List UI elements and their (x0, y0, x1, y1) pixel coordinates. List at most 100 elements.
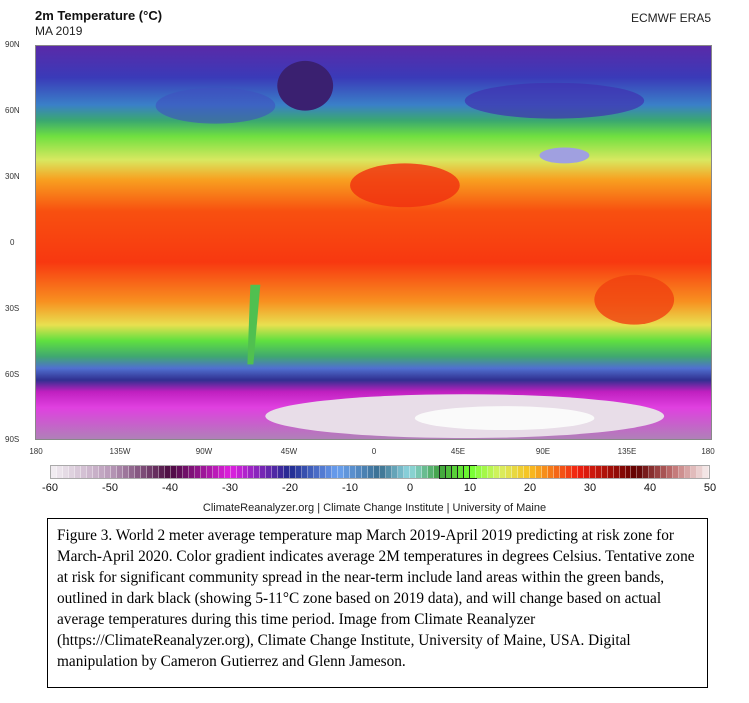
color-scale-cell (350, 466, 357, 478)
color-scale-cell (625, 466, 632, 478)
color-scale-cell (499, 466, 506, 478)
color-scale-cell (444, 465, 453, 479)
color-scale-cell (583, 466, 590, 478)
lat-label: 30S (5, 304, 20, 313)
color-scale-cell (601, 466, 608, 478)
color-scale-cell (547, 466, 554, 478)
color-scale-cell (697, 466, 704, 478)
map-title: 2m Temperature (°C) (35, 8, 163, 23)
color-scale-cell (428, 466, 434, 478)
color-scale-cell (320, 466, 327, 478)
color-scale-cell (679, 466, 686, 478)
color-scale-cell (68, 466, 75, 478)
temperature-map (35, 45, 712, 440)
color-scale-cell (398, 466, 405, 478)
color-scale-cell (434, 466, 440, 478)
color-scale-cell (326, 466, 333, 478)
color-scale-cell (655, 466, 662, 478)
color-scale-cell (661, 466, 668, 478)
color-scale-cell (212, 466, 219, 478)
color-scale-cell (332, 466, 339, 478)
lon-label: 45W (280, 447, 298, 456)
color-scale-cell (224, 466, 231, 478)
color-scale-tick-label: -40 (162, 482, 178, 494)
color-scale-cell (673, 466, 680, 478)
color-scale-cell (200, 466, 207, 478)
color-scale-cell (380, 466, 387, 478)
color-scale-cell (468, 465, 477, 479)
color-scale-cell (481, 466, 488, 478)
lon-label: 135W (109, 447, 131, 456)
color-scale-cell (523, 466, 530, 478)
color-scale-cell (559, 466, 566, 478)
color-scale-bar (50, 465, 710, 479)
color-scale-cell (140, 466, 147, 478)
color-scale-cell (511, 466, 518, 478)
color-scale-cell (296, 466, 303, 478)
color-scale-cell (589, 466, 596, 478)
color-scale-cell (80, 466, 87, 478)
color-scale-tick-label: 0 (406, 482, 414, 494)
color-scale-cell (386, 466, 393, 478)
color-scale-cell (703, 466, 710, 478)
color-scale-cell (374, 466, 381, 478)
color-scale-cell (92, 466, 99, 478)
color-scale-cell (577, 466, 584, 478)
color-scale-cell (266, 466, 273, 478)
lon-label: 90W (195, 447, 213, 456)
antarctica-region (414, 406, 595, 431)
color-scale-cell (74, 466, 81, 478)
color-scale-tick-label: 30 (583, 482, 597, 494)
color-scale-cell (260, 466, 267, 478)
sahara-region (350, 163, 460, 208)
color-scale-cell (62, 466, 69, 478)
color-scale-cell (565, 466, 572, 478)
color-scale-cell (272, 466, 279, 478)
color-scale-cell (517, 466, 524, 478)
color-scale-cell (450, 465, 459, 479)
color-scale-cell (422, 466, 429, 478)
color-scale-tick-label: 40 (643, 482, 657, 494)
color-scale-cell (368, 466, 375, 478)
color-scale-cell (691, 466, 698, 478)
lat-label: 60N (5, 106, 20, 115)
lat-label: 90S (5, 435, 20, 444)
andes-region (247, 284, 261, 365)
lon-label: 90E (535, 447, 551, 456)
color-scale-cell (290, 466, 297, 478)
color-scale-cell (338, 466, 345, 478)
color-scale-cell (170, 466, 177, 478)
color-scale-cell (152, 466, 159, 478)
color-scale-cell (438, 465, 447, 479)
color-scale-cell (475, 466, 482, 478)
color-scale-tick-label: 20 (523, 482, 537, 494)
color-scale-cell (535, 466, 542, 478)
greenland-region (277, 60, 334, 111)
color-scale-cell (242, 466, 249, 478)
color-scale-cell (104, 466, 111, 478)
canada-region (155, 87, 276, 124)
color-scale-cell (254, 466, 261, 478)
color-scale-cell (637, 466, 644, 478)
color-scale-cell (487, 466, 494, 478)
color-scale-cell (595, 466, 602, 478)
color-scale-cell (493, 466, 500, 478)
color-scale-cell (158, 466, 165, 478)
lat-label: 0 (10, 238, 15, 247)
color-scale-cell (631, 466, 638, 478)
color-scale-cell (356, 466, 363, 478)
color-scale-cell (344, 466, 351, 478)
color-scale-cell (218, 466, 225, 478)
color-scale-cell (116, 466, 123, 478)
color-scale-tick-label: -20 (282, 482, 298, 494)
lat-label: 60S (5, 370, 20, 379)
color-scale-cell (56, 466, 63, 478)
color-scale-cell (619, 466, 626, 478)
siberia-region (464, 82, 645, 119)
color-scale-cell (571, 466, 578, 478)
lon-label: 180 (29, 447, 43, 456)
lon-label: 180 (701, 447, 715, 456)
color-scale-cell (98, 466, 105, 478)
color-scale-tick-label: 50 (703, 482, 717, 494)
color-scale-cell (176, 466, 183, 478)
